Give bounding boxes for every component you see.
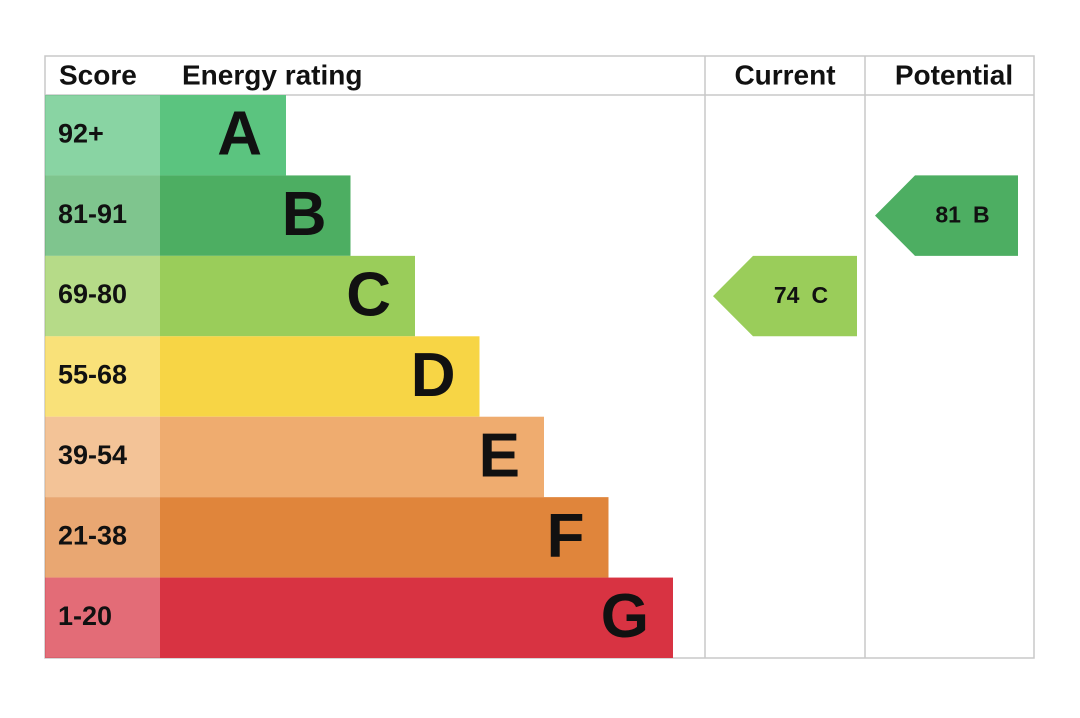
- rating-bar: [160, 255, 415, 337]
- arrow-label: 74 C: [774, 282, 828, 308]
- score-cell: [45, 336, 160, 417]
- score-cell: [45, 95, 160, 176]
- arrow-letter: B: [973, 202, 990, 228]
- rating-bar: [160, 336, 480, 417]
- rating-bar: [160, 416, 544, 498]
- rating-letter: B: [282, 180, 327, 249]
- score-cell: [45, 416, 160, 498]
- score-cell: [45, 255, 160, 337]
- header: Current: [734, 59, 835, 90]
- rating-bar: [160, 95, 286, 176]
- score-label: 69-80: [58, 279, 127, 309]
- rating-arrow: [713, 255, 857, 337]
- rating-bar: [160, 577, 673, 658]
- score-label: 39-54: [58, 440, 127, 470]
- rating-letter: E: [479, 421, 520, 490]
- score-cell: [45, 577, 160, 658]
- header: Score: [59, 59, 137, 90]
- score-label: 81-91: [58, 199, 127, 229]
- score-cell: [45, 497, 160, 578]
- arrow-value: 81: [935, 202, 961, 228]
- rating-letter: D: [411, 341, 456, 410]
- rating-letter: A: [217, 100, 262, 169]
- rating-bar: [160, 497, 609, 578]
- score-label: 92+: [58, 118, 104, 148]
- rating-bar: [160, 175, 351, 256]
- arrow-label: 81 B: [935, 202, 989, 228]
- arrow-letter: C: [811, 282, 828, 308]
- arrow-value: 74: [774, 282, 800, 308]
- score-cell: [45, 175, 160, 256]
- header: Energy rating: [182, 59, 362, 90]
- rating-letter: C: [346, 260, 391, 329]
- score-label: 55-68: [58, 360, 127, 390]
- score-label: 21-38: [58, 520, 127, 550]
- rating-letter: F: [547, 502, 585, 571]
- header: Potential: [895, 59, 1013, 90]
- rating-arrow: [875, 175, 1018, 256]
- score-label: 1-20: [58, 601, 112, 631]
- rating-letter: G: [601, 582, 649, 651]
